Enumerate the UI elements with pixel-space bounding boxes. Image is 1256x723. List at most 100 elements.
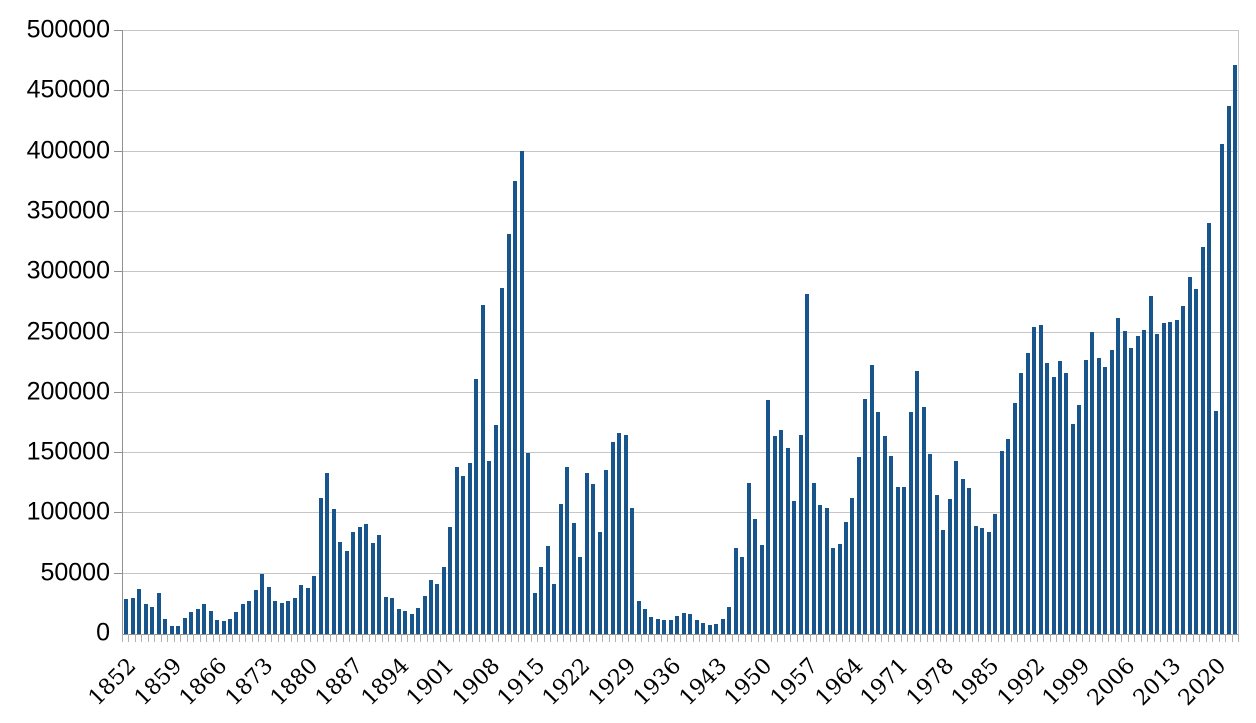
bar-2008 xyxy=(1135,335,1140,634)
bar-1964 xyxy=(850,498,855,634)
gridline xyxy=(123,512,1238,514)
bar-slot xyxy=(1057,31,1063,634)
x-axis-tick xyxy=(290,634,292,642)
x-axis-tick xyxy=(1101,634,1103,642)
bar-slot xyxy=(350,31,356,634)
bar-2006 xyxy=(1122,330,1127,634)
bar-slot xyxy=(467,31,473,634)
x-axis-tick-label: 1936 xyxy=(629,653,687,711)
x-axis-tick xyxy=(1121,634,1123,642)
x-axis-tick xyxy=(848,634,850,642)
y-axis-labels: 0 50000 100000 150000 200000 250000 300000 3500… xyxy=(0,17,110,645)
x-axis-tick xyxy=(569,634,571,642)
bar-slot xyxy=(1109,31,1115,634)
x-axis-tick xyxy=(147,634,149,642)
x-axis-tick xyxy=(692,634,694,642)
x-axis-tick xyxy=(1212,634,1214,642)
bar-slot xyxy=(966,31,972,634)
x-axis-tick xyxy=(608,634,610,642)
bar-slot xyxy=(765,31,771,634)
x-axis-tick-label: 1964 xyxy=(810,653,869,711)
x-axis-tick xyxy=(809,634,811,642)
bar-slot xyxy=(532,31,538,634)
bar-1935 xyxy=(662,620,667,634)
x-axis-tick-label: 2020 xyxy=(1174,653,1232,711)
bar-slot xyxy=(447,31,453,634)
x-axis-tick xyxy=(180,634,182,642)
bar-1987 xyxy=(999,450,1004,634)
bar-1912 xyxy=(513,180,518,634)
x-axis-tick xyxy=(1166,634,1168,642)
bar-slot xyxy=(1186,31,1192,634)
bar-slot xyxy=(415,31,421,634)
x-axis-tick xyxy=(1225,634,1227,642)
bar-slot xyxy=(1225,31,1231,634)
x-axis-tick xyxy=(446,634,448,642)
bar-slot xyxy=(836,31,842,634)
x-axis-tick xyxy=(978,634,980,642)
bar-1856 xyxy=(150,606,155,634)
x-axis-tick xyxy=(1095,634,1097,642)
x-axis-tick-label: 1887 xyxy=(311,653,369,711)
x-axis-tick xyxy=(913,634,915,642)
x-axis-tick xyxy=(388,634,390,642)
bar-1866 xyxy=(215,620,220,634)
bar-slot xyxy=(544,31,550,634)
bar-slot xyxy=(914,31,920,634)
x-axis-tick xyxy=(1179,634,1181,642)
x-axis-tick xyxy=(790,634,792,642)
x-axis-tick xyxy=(1082,634,1084,642)
bar-1869 xyxy=(234,611,239,634)
x-axis-tick xyxy=(498,634,500,642)
bar-slot xyxy=(220,31,226,634)
x-axis-tick xyxy=(1218,634,1220,642)
bar-slot xyxy=(1219,31,1225,634)
x-axis-tick xyxy=(1036,634,1038,642)
x-axis-tick xyxy=(718,634,720,642)
x-axis-tick xyxy=(186,634,188,642)
x-axis-tick xyxy=(401,634,402,642)
x-axis-tick xyxy=(141,634,143,642)
bar-slot xyxy=(292,31,298,634)
y-axis-tick-label: 200000 xyxy=(26,377,110,406)
bar-1926 xyxy=(604,470,609,634)
bar-slot xyxy=(480,31,486,634)
y-axis-tick xyxy=(114,90,123,92)
x-axis-tick xyxy=(303,634,305,642)
bar-2018 xyxy=(1200,246,1205,634)
bar-1991 xyxy=(1025,353,1030,634)
x-axis-tick xyxy=(465,634,467,642)
bar-slot xyxy=(590,31,596,634)
bar-slot xyxy=(804,31,810,634)
bar-1886 xyxy=(344,550,349,634)
x-axis-tick xyxy=(485,634,487,642)
bar-2012 xyxy=(1161,323,1166,634)
x-axis-tick xyxy=(452,634,454,642)
bar-1908 xyxy=(487,461,492,634)
bar-2007 xyxy=(1129,348,1134,634)
y-axis-tick xyxy=(114,572,123,574)
bar-slot xyxy=(655,31,661,634)
bar-slot xyxy=(733,31,739,634)
bar-1961 xyxy=(831,547,836,634)
bar-slot xyxy=(642,31,648,634)
bar-1968 xyxy=(876,412,881,634)
gridline xyxy=(123,391,1238,393)
bar-1967 xyxy=(869,365,874,634)
bar-slot xyxy=(746,31,752,634)
bar-1871 xyxy=(247,600,252,634)
x-axis-tick xyxy=(1205,634,1207,642)
x-axis-tick xyxy=(1147,634,1149,642)
x-axis-tick-label: 1985 xyxy=(947,653,1005,711)
x-axis-tick xyxy=(952,634,954,642)
bar-slot xyxy=(609,31,615,634)
bar-1875 xyxy=(273,600,278,634)
x-axis-tick-label: 1908 xyxy=(447,653,505,711)
x-axis-tick xyxy=(673,634,675,642)
x-axis-tick xyxy=(1199,634,1201,642)
bar-slot xyxy=(1128,31,1134,634)
bar-1865 xyxy=(208,611,213,634)
y-axis-tick xyxy=(114,30,123,31)
x-axis-tick-label: 1957 xyxy=(765,653,823,711)
